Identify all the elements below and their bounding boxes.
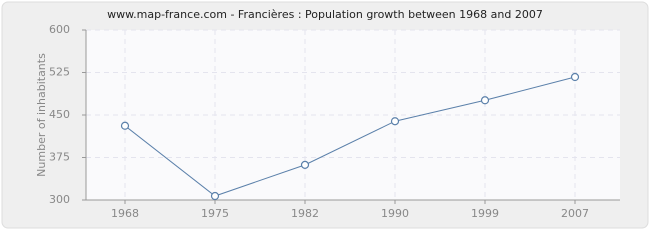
marker [480,96,490,105]
marker [300,160,310,169]
y-tick-label: 600 [49,23,70,36]
x-tick-label: 1975 [201,207,229,220]
marker [120,121,130,130]
y-tick-label: 450 [49,108,70,121]
y-tick-label: 300 [49,193,70,206]
x-tick-label: 1999 [471,207,499,220]
x-tick-label: 1968 [111,207,139,220]
line [124,76,576,197]
marker [570,72,580,82]
chart-title: www.map-france.com - Francières : Popula… [107,8,543,21]
x-tick-label: 1982 [291,207,319,220]
y-tick-label: 525 [49,66,70,79]
chart: www.map-france.com - Francières : Popula… [1,1,649,229]
y-axis-label: Number of inhabitants [35,53,48,177]
x-tick-label: 2007 [561,207,589,220]
y-tick-label: 375 [49,151,70,164]
marker [210,191,220,201]
marker [390,117,400,126]
x-tick-label: 1990 [381,207,409,220]
